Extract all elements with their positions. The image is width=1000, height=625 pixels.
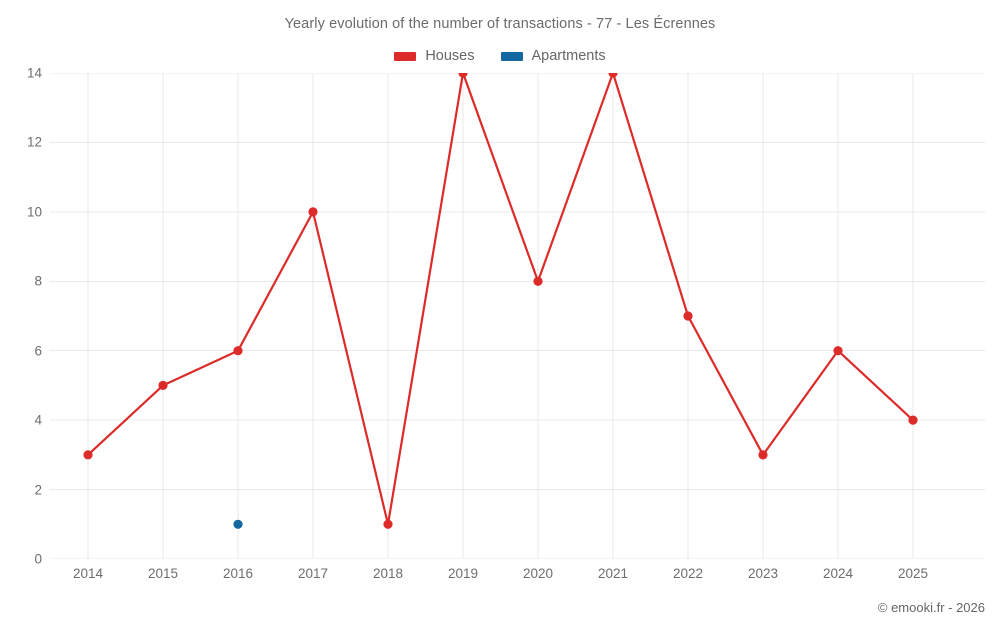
y-tick-label: 14 (26, 65, 42, 81)
x-tick-label: 2024 (822, 566, 854, 581)
x-tick-label: 2015 (147, 566, 179, 581)
x-tick-label: 2020 (522, 566, 554, 581)
legend-item-houses[interactable]: Houses (394, 48, 475, 64)
plot-area: Houses 2014: 3 Houses 2015: 5 Houses 2016:… (50, 73, 985, 559)
data-point[interactable]: Houses 2022: 7 (683, 311, 693, 321)
x-tick-label: 2025 (897, 566, 929, 581)
data-point[interactable]: Houses 2023: 3 (758, 450, 768, 460)
x-tick-label: 2018 (372, 566, 404, 581)
grid-lines (50, 73, 985, 559)
x-tick-label: 2017 (297, 566, 329, 581)
data-point[interactable]: Houses 2021: 14 (608, 73, 618, 78)
legend-swatch-houses (394, 51, 417, 61)
data-point[interactable]: Houses 2018: 1 (383, 519, 393, 529)
data-point[interactable]: Houses 2020: 8 (533, 276, 543, 286)
y-tick-label: 12 (26, 134, 42, 150)
series-layer: Houses 2014: 3 Houses 2015: 5 Houses 2016:… (83, 73, 918, 529)
series-line-houses (86, 73, 915, 526)
legend-swatch-apartments (500, 51, 523, 61)
x-tick-label: 2023 (747, 566, 779, 581)
x-axis: 2014 2015 2016 2017 2018 2019 2020 2021 2022 2023… (50, 566, 985, 588)
chart-title: Yearly evolution of the number of transa… (284, 16, 716, 32)
x-tick-label: 2019 (447, 566, 479, 581)
y-tick-label: 0 (34, 551, 42, 567)
data-point[interactable]: Houses 2014: 3 (83, 450, 93, 460)
data-point[interactable]: Houses 2025: 4 (908, 415, 918, 425)
data-point[interactable]: Apartments 2016: 1 (233, 519, 243, 529)
y-tick-label: 2 (34, 482, 42, 498)
y-tick-label: 10 (26, 204, 42, 220)
legend-label-apartments: Apartments (531, 48, 606, 64)
plot-svg: Houses 2014: 3 Houses 2015: 5 Houses 2016:… (50, 73, 985, 559)
legend-item-apartments[interactable]: Apartments (500, 48, 606, 64)
y-tick-label: 6 (34, 343, 42, 359)
chart-legend: Houses Apartments (0, 45, 1000, 67)
data-point[interactable]: Houses 2015: 5 (158, 380, 168, 391)
x-tick-label: 2021 (597, 566, 629, 581)
y-tick-label: 4 (34, 412, 42, 428)
data-point[interactable]: Houses 2024: 6 (833, 346, 843, 356)
data-point[interactable]: Houses 2019: 14 (458, 73, 468, 78)
y-tick-label: 8 (34, 273, 42, 289)
data-point[interactable]: Houses 2017: 10 (308, 207, 318, 217)
copyright-credit: © emooki.fr - 2026 (877, 600, 985, 615)
x-tick-label: 2016 (222, 566, 254, 581)
x-tick-label: 2014 (72, 566, 104, 581)
data-point[interactable]: Houses 2016: 6 (233, 346, 243, 356)
x-tick-label: 2022 (672, 566, 704, 581)
y-axis: 0 2 4 6 8 10 12 14 (0, 66, 42, 567)
legend-label-houses: Houses (425, 48, 475, 64)
